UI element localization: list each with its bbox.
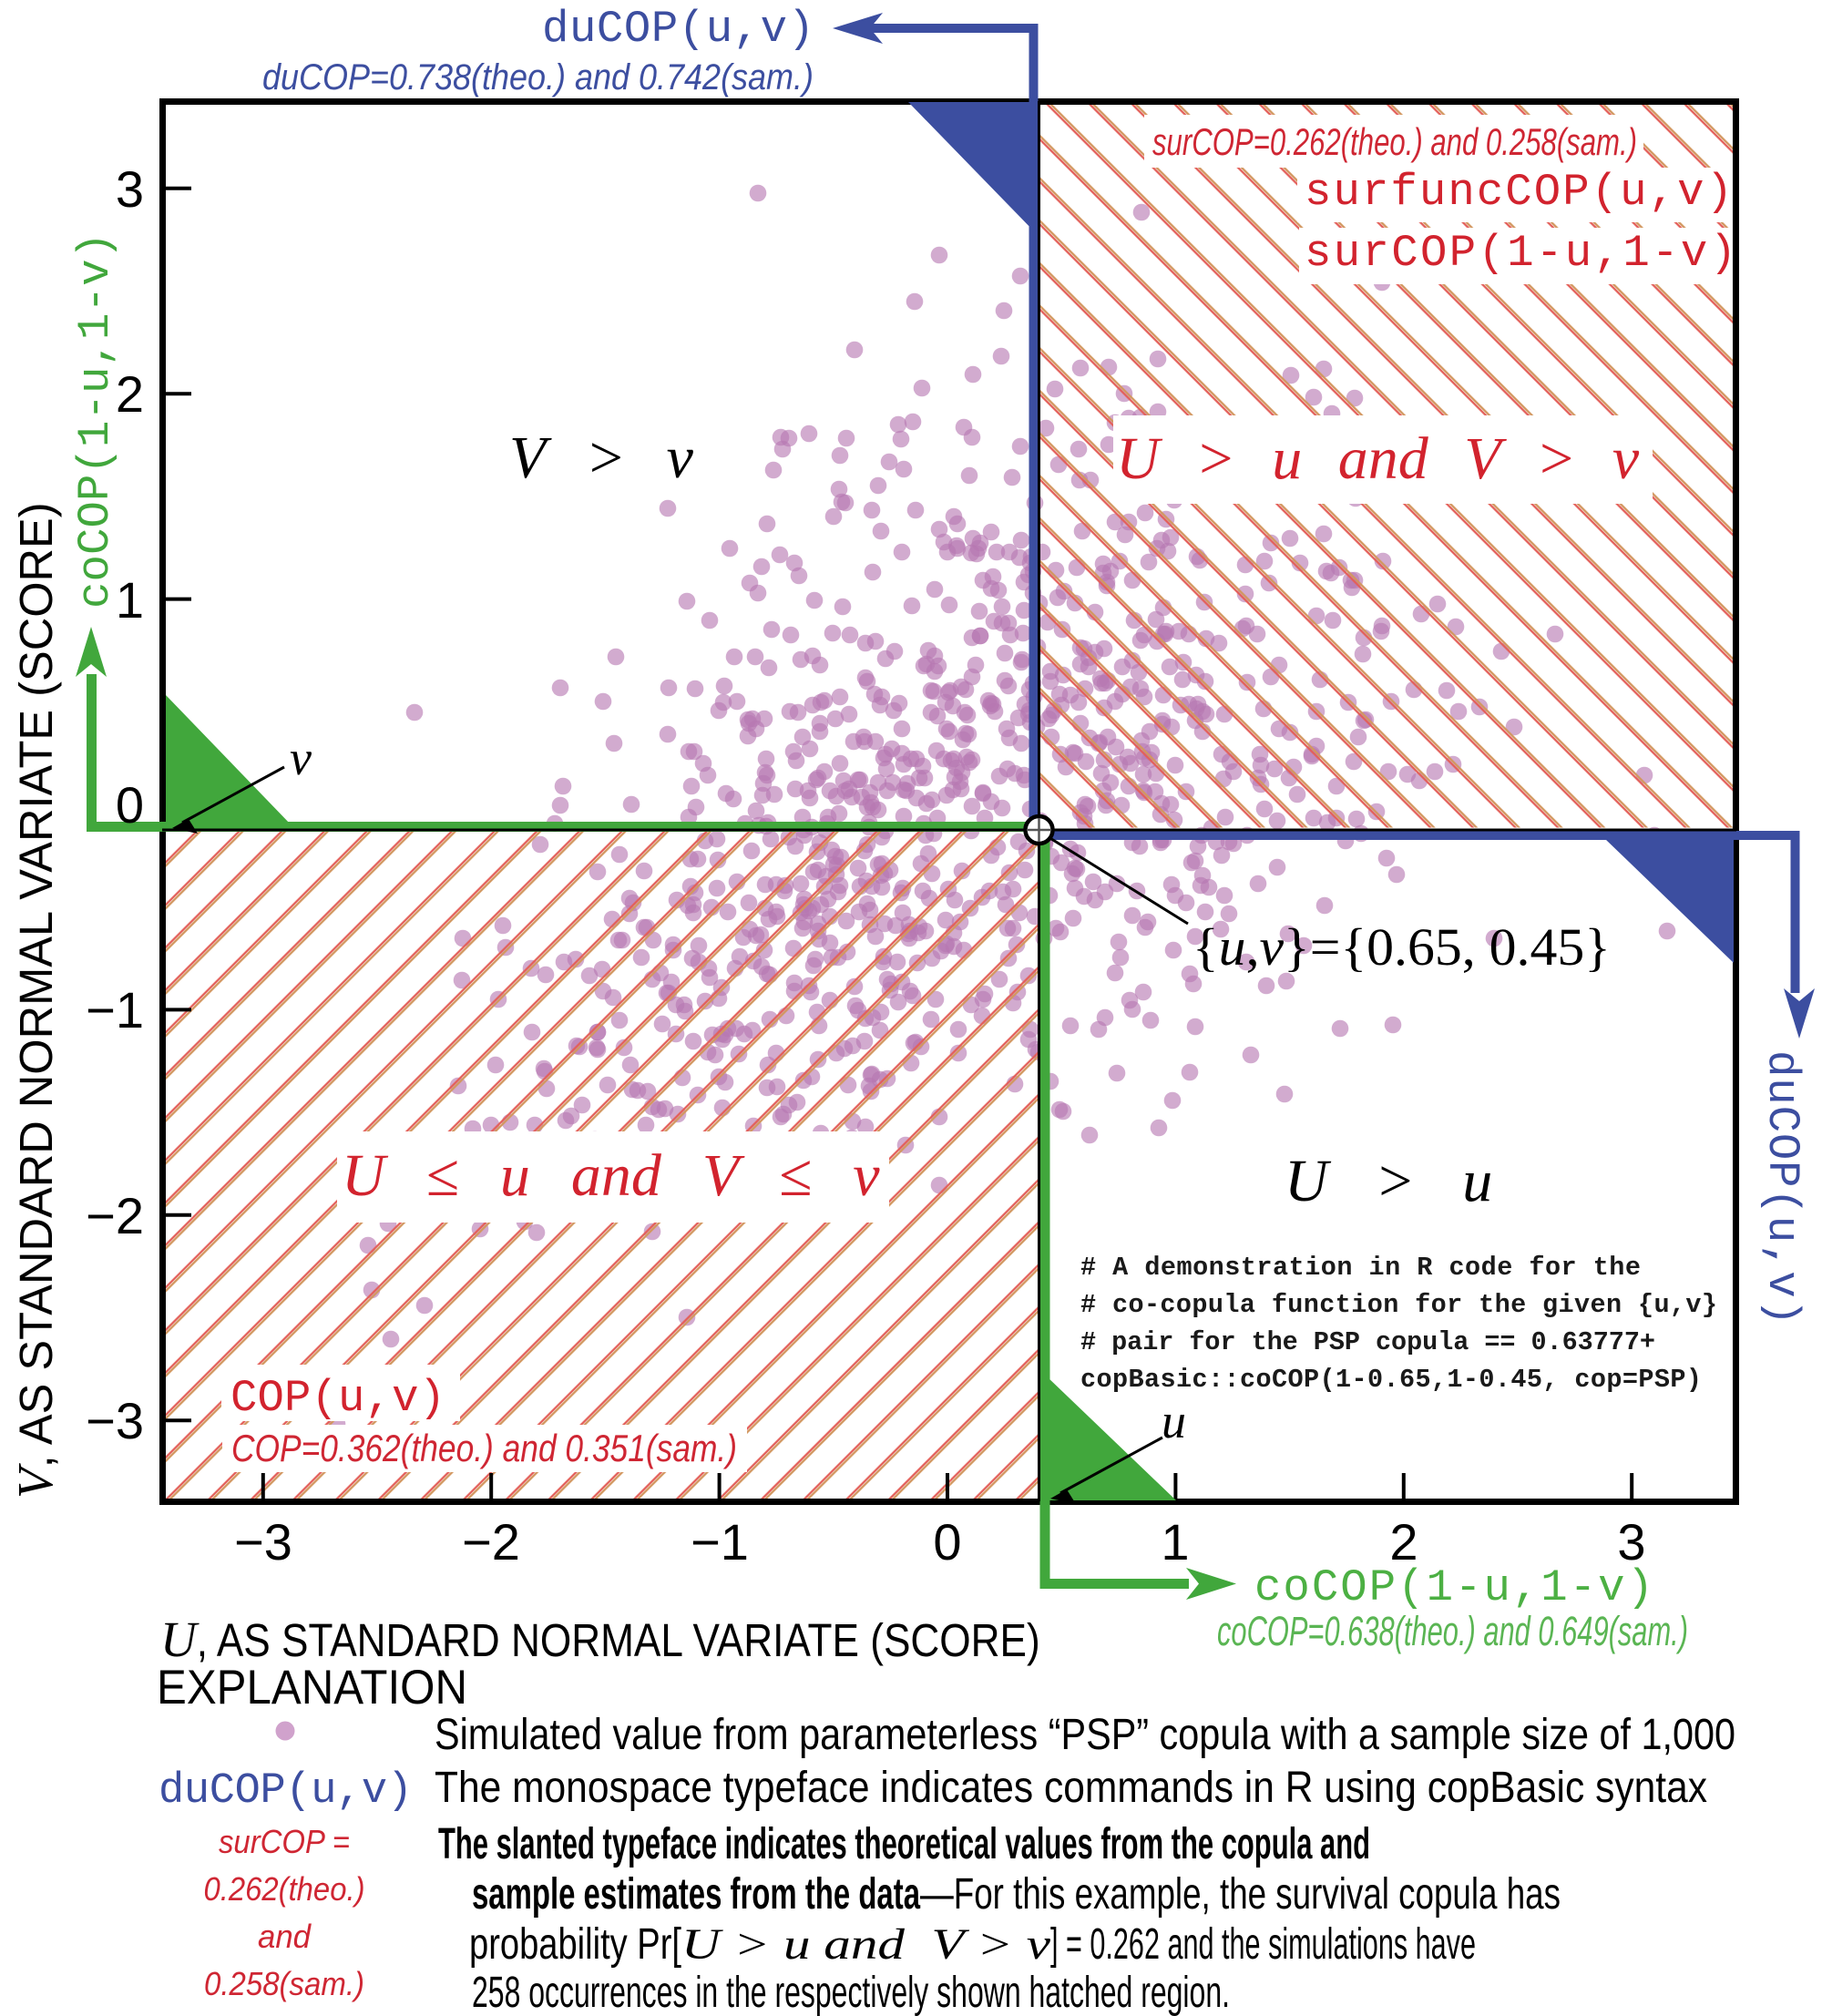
- svg-text:duCOP(u,v): duCOP(u,v): [542, 4, 814, 55]
- svg-text:# A demonstration in R code fo: # A demonstration in R code for the: [1080, 1253, 1641, 1283]
- svg-text:surCOP =: surCOP =: [219, 1823, 350, 1860]
- svg-text:0: 0: [933, 1513, 961, 1571]
- svg-text:copBasic::coCOP(1-0.65,1-0.45,: copBasic::coCOP(1-0.65,1-0.45, cop=PSP): [1080, 1365, 1702, 1395]
- svg-text:COP(u,v): COP(u,v): [230, 1373, 445, 1424]
- svg-text:# co-copula function for the g: # co-copula function for the given {u,v}: [1080, 1290, 1717, 1320]
- svg-text:duCOP=0.738(theo.) and 0.742(s: duCOP=0.738(theo.) and 0.742(sam.): [262, 57, 814, 97]
- svg-text:2: 2: [116, 365, 144, 423]
- svg-text:−2: −2: [86, 1187, 144, 1244]
- svg-text:surCOP=0.262(theo.) and 0.258(: surCOP=0.262(theo.) and 0.258(sam.): [1152, 120, 1637, 163]
- svg-text:EXPLANATION: EXPLANATION: [157, 1661, 467, 1714]
- svg-text:U > u: U > u: [1285, 1148, 1492, 1214]
- svg-text:0: 0: [116, 776, 144, 834]
- svg-text:# pair for the PSP copula == 0: # pair for the PSP copula == 0.63777+: [1080, 1327, 1655, 1357]
- svg-text:The slanted typeface indicates: The slanted typeface indicates theoretic…: [438, 1820, 1370, 1868]
- svg-text:duCOP(u,v): duCOP(u,v): [159, 1767, 413, 1816]
- svg-text:258 occurrences in the respect: 258 occurrences in the respectively show…: [472, 1969, 1230, 2016]
- svg-text:coCOP=0.638(theo.) and 0.649(s: coCOP=0.638(theo.) and 0.649(sam.): [1217, 1608, 1688, 1654]
- svg-text:u: u: [1162, 1394, 1186, 1448]
- svg-text:probability Pr[U > u and V >: probability Pr[U > u and V > v] = 0.262 …: [469, 1920, 1476, 1969]
- svg-text:3: 3: [1617, 1513, 1645, 1571]
- svg-text:1: 1: [1161, 1513, 1189, 1571]
- svg-text:−2: −2: [462, 1513, 520, 1571]
- svg-text:U, AS STANDARD NORMAL VARIATE: U, AS STANDARD NORMAL VARIATE (SCORE): [160, 1612, 1040, 1667]
- svg-text:{u,v}={0.65, 0.45}: {u,v}={0.65, 0.45}: [1192, 917, 1611, 977]
- svg-text:surfuncCOP(u,v): surfuncCOP(u,v): [1305, 167, 1733, 218]
- svg-text:The monospace typeface indicat: The monospace typeface indicates command…: [435, 1764, 1707, 1812]
- svg-text:coCOP(1-u,1-v): coCOP(1-u,1-v): [70, 232, 121, 609]
- svg-text:0.262(theo.): 0.262(theo.): [204, 1870, 365, 1908]
- svg-text:2: 2: [1389, 1513, 1418, 1571]
- svg-text:and: and: [258, 1918, 312, 1955]
- svg-text:surCOP(1-u,1-v): surCOP(1-u,1-v): [1305, 228, 1736, 279]
- svg-text:v: v: [290, 731, 312, 785]
- svg-text:sample estimates from the data: sample estimates from the data—For this …: [472, 1870, 1561, 1919]
- svg-text:U > u and V > v: U > u and V > v: [1116, 425, 1640, 492]
- svg-text:V, AS STANDARD NORMAL VARIATE: V, AS STANDARD NORMAL VARIATE (SCORE): [7, 502, 63, 1499]
- svg-text:U ≤ u and V ≤ v: U ≤ u and V ≤ v: [342, 1142, 880, 1209]
- svg-text:1: 1: [116, 571, 144, 629]
- svg-text:COP=0.362(theo.) and 0.351(sam: COP=0.362(theo.) and 0.351(sam.): [231, 1427, 737, 1469]
- svg-text:Simulated value from parameter: Simulated value from parameterless “PSP”…: [435, 1711, 1735, 1759]
- svg-text:−3: −3: [86, 1392, 144, 1449]
- svg-text:V > v: V > v: [509, 425, 694, 491]
- svg-text:−3: −3: [234, 1513, 292, 1571]
- svg-text:duCOP(u,v): duCOP(u,v): [1756, 1050, 1807, 1325]
- svg-text:3: 3: [116, 160, 144, 218]
- svg-text:0.258(sam.): 0.258(sam.): [204, 1965, 364, 2002]
- svg-text:−1: −1: [86, 981, 144, 1039]
- svg-text:−1: −1: [691, 1513, 749, 1571]
